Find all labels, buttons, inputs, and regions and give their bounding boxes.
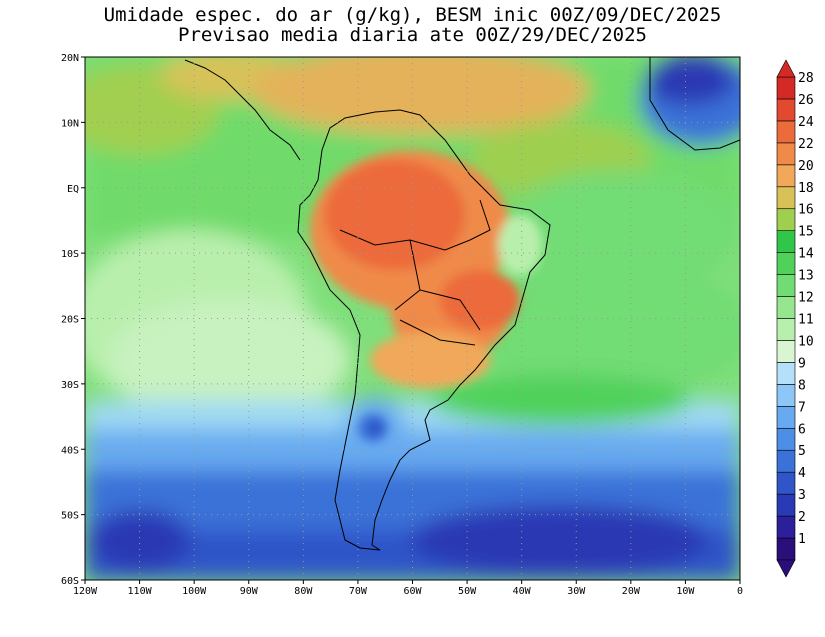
- colorbar-segment: [776, 296, 796, 319]
- brazil-states-borders: [339, 199, 491, 346]
- map-title-line-2: Previsao media diaria ate 00Z/29/DEC/202…: [178, 24, 647, 46]
- colorbar-segment: [776, 471, 796, 495]
- colorbar-label: 11: [798, 313, 814, 328]
- lat-tick-label: 40S: [61, 445, 79, 456]
- colorbar-label: 3: [798, 488, 806, 503]
- colorbar-segment: [776, 449, 796, 473]
- central-america-coastline: [184, 59, 301, 161]
- lat-tick-label: 30S: [61, 380, 79, 391]
- axis-labels: 120W 110W 100W 90W 80W 70W 60W 50W 40W 30W 20W 10W 0…: [61, 53, 743, 597]
- colorbar-segment: [776, 493, 796, 517]
- lon-tick-label: 70W: [349, 586, 368, 597]
- colorbar-label: 2: [798, 510, 806, 525]
- lon-tick-label: 30W: [567, 586, 586, 597]
- lat-tick-label: 50S: [61, 511, 79, 522]
- colorbar-segment: [776, 164, 796, 188]
- colorbar-label: 12: [798, 291, 814, 306]
- colorbar-segment: [776, 384, 796, 407]
- lon-tick-label: 0: [737, 586, 743, 597]
- colorbar-label: 24: [798, 115, 814, 130]
- colorbar-label: 13: [798, 269, 814, 284]
- colorbar-segment: [776, 318, 796, 341]
- colorbar-segment: [776, 537, 796, 561]
- colorbar-label: 26: [798, 93, 814, 108]
- lat-tick-label: 10S: [61, 249, 79, 260]
- south-america-coastline: [297, 109, 551, 551]
- colorbar-label: 6: [798, 422, 806, 437]
- colorbar-label: 5: [798, 444, 806, 459]
- colorbar: [776, 59, 796, 578]
- colorbar-label: 7: [798, 400, 806, 415]
- colorbar-segment: [776, 515, 796, 539]
- colorbar-segment: [776, 98, 796, 122]
- colorbar-label: 1: [798, 532, 806, 547]
- colorbar-label: 8: [798, 378, 806, 393]
- lon-tick-label: 50W: [458, 586, 477, 597]
- colorbar-segment: [776, 230, 796, 253]
- colorbar-segment: [776, 362, 796, 385]
- lon-tick-label: 20W: [622, 586, 641, 597]
- colorbar-label: 22: [798, 137, 814, 152]
- axis-ticks: [81, 56, 741, 584]
- colorbar-label: 4: [798, 466, 806, 481]
- colorbar-label: 28: [798, 71, 814, 86]
- colorbar-segment: [776, 142, 796, 166]
- colorbar-segment: [776, 252, 796, 275]
- colorbar-segment: [776, 120, 796, 144]
- map-title-line-1: Umidade espec. do ar (g/kg), BESM inic 0…: [103, 4, 722, 26]
- africa-coastline: [649, 57, 740, 151]
- colorbar-label: 9: [798, 356, 806, 371]
- colorbar-label: 20: [798, 159, 814, 174]
- lon-tick-label: 90W: [240, 586, 259, 597]
- colorbar-label: 15: [798, 225, 814, 240]
- lon-tick-label: 60W: [403, 586, 422, 597]
- colorbar-min-triangle: [776, 559, 796, 578]
- colorbar-segment: [776, 274, 796, 297]
- colorbar-segment: [776, 406, 796, 429]
- lon-tick-label: 40W: [513, 586, 532, 597]
- coastlines: [184, 57, 740, 551]
- colorbar-label: 16: [798, 203, 814, 218]
- humidity-field: [85, 57, 740, 580]
- colorbar-label: 10: [798, 334, 814, 349]
- lon-tick-label: 100W: [182, 586, 207, 597]
- colorbar-segment: [776, 340, 796, 363]
- lat-tick-label: EQ: [67, 184, 79, 195]
- colorbar-segment: [776, 186, 796, 210]
- colorbar-label: 18: [798, 181, 814, 196]
- lat-tick-label: 10N: [61, 118, 79, 129]
- colorbar-segment: [776, 427, 796, 451]
- colorbar-label: 14: [798, 247, 814, 262]
- lat-tick-label: 20S: [61, 315, 79, 326]
- lon-tick-label: 110W: [128, 586, 153, 597]
- colorbar-segment: [776, 208, 796, 231]
- lon-tick-label: 10W: [676, 586, 695, 597]
- lat-tick-label: 20N: [61, 53, 79, 64]
- lon-tick-label: 80W: [294, 586, 313, 597]
- colorbar-max-triangle: [776, 59, 796, 78]
- colorbar-segment: [776, 76, 796, 100]
- lat-tick-label: 60S: [61, 576, 79, 587]
- lon-tick-label: 120W: [73, 586, 98, 597]
